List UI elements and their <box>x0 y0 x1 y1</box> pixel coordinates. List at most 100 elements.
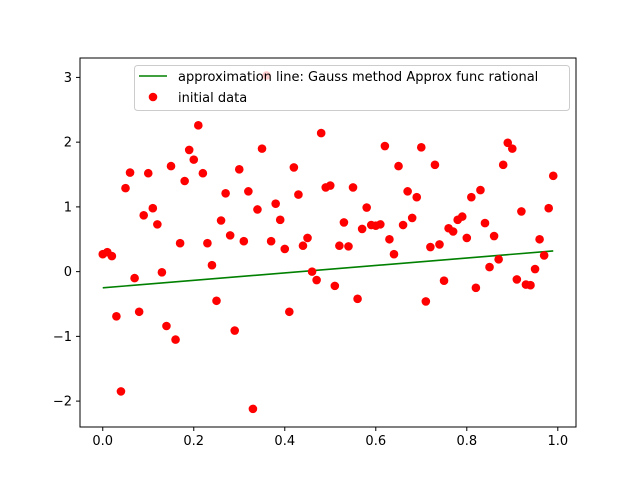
data-point <box>439 276 449 285</box>
data-point <box>298 241 308 251</box>
data-point <box>430 160 440 170</box>
data-point <box>312 275 321 285</box>
data-point <box>153 220 162 229</box>
data-point <box>134 307 144 317</box>
data-point <box>353 294 362 304</box>
data-point <box>130 273 139 283</box>
data-point <box>476 185 485 195</box>
data-point <box>285 307 294 317</box>
data-point <box>457 212 467 221</box>
data-point <box>257 144 267 153</box>
plot-content <box>98 71 558 414</box>
data-point <box>198 168 208 178</box>
data-point <box>530 264 540 274</box>
data-point <box>221 189 230 198</box>
data-point <box>316 128 326 138</box>
legend-label-approximation-line: approximation line: Gauss method Approx … <box>178 70 538 85</box>
data-point <box>125 168 135 177</box>
data-point <box>307 267 317 276</box>
data-point <box>216 216 226 225</box>
data-point <box>539 251 549 260</box>
data-point <box>303 233 312 243</box>
data-point <box>412 192 422 202</box>
data-point <box>280 244 290 254</box>
data-point <box>184 145 194 155</box>
data-point <box>143 168 153 178</box>
data-point <box>548 171 558 181</box>
data-point <box>253 205 262 214</box>
axes-frame <box>79 57 577 428</box>
data-point <box>157 267 167 277</box>
data-point <box>480 218 490 228</box>
data-point <box>203 238 212 248</box>
data-point <box>121 183 130 193</box>
data-point <box>489 231 499 241</box>
data-point <box>207 260 217 270</box>
data-point <box>330 281 340 291</box>
data-point <box>266 236 276 246</box>
data-point <box>225 231 235 240</box>
data-point <box>275 215 285 225</box>
data-point <box>421 297 431 306</box>
data-point <box>389 249 399 259</box>
data-point <box>148 203 158 213</box>
data-point <box>234 165 244 174</box>
data-point <box>112 312 121 321</box>
x-tick-label: 0.8 <box>456 434 477 449</box>
y-tick-label: 3 <box>64 71 72 86</box>
legend-marker-swatch <box>148 92 158 102</box>
data-point <box>448 227 458 236</box>
data-point <box>485 262 494 272</box>
y-tick-label: 0 <box>64 265 72 280</box>
data-point <box>116 387 126 396</box>
x-tick-label: 0.6 <box>365 434 386 449</box>
x-tick-label: 0.0 <box>92 434 113 449</box>
data-point <box>194 121 203 130</box>
data-point <box>498 160 508 170</box>
data-point <box>294 190 303 199</box>
data-point <box>403 187 412 196</box>
data-point <box>512 275 522 284</box>
data-point <box>435 240 444 249</box>
y-tick-label: 1 <box>64 200 72 215</box>
data-point <box>166 161 176 171</box>
data-point <box>526 280 535 290</box>
data-point <box>544 203 553 213</box>
x-tick-label: 0.2 <box>183 434 204 449</box>
legend-label-initial-data: initial data <box>178 91 247 106</box>
data-point <box>517 207 526 216</box>
data-point <box>180 176 189 186</box>
y-tick-label: −2 <box>53 395 72 410</box>
data-point <box>380 141 390 151</box>
data-point <box>535 234 544 244</box>
data-point <box>162 321 171 331</box>
data-point <box>471 283 481 293</box>
data-point <box>335 241 344 251</box>
data-point <box>394 161 403 171</box>
data-point <box>376 220 385 229</box>
data-point <box>426 242 435 252</box>
data-point <box>503 138 513 148</box>
data-point <box>189 155 199 164</box>
data-point <box>289 163 299 172</box>
x-tick-label: 0.4 <box>274 434 295 449</box>
data-point <box>398 220 408 230</box>
data-point <box>494 255 503 264</box>
data-point <box>244 187 253 196</box>
approximation-line <box>102 250 554 289</box>
data-point <box>171 335 180 344</box>
legend: approximation line: Gauss method Approx … <box>134 65 570 111</box>
y-tick-label: 2 <box>64 136 72 151</box>
data-point <box>212 296 221 306</box>
data-point <box>416 143 426 152</box>
data-point <box>175 238 185 248</box>
data-point <box>139 211 149 220</box>
data-point <box>248 404 258 414</box>
data-point <box>407 213 417 223</box>
data-point <box>325 181 335 190</box>
y-tick-label: −1 <box>53 330 72 345</box>
data-point <box>230 326 240 335</box>
data-point <box>339 218 349 227</box>
data-point <box>344 242 353 251</box>
